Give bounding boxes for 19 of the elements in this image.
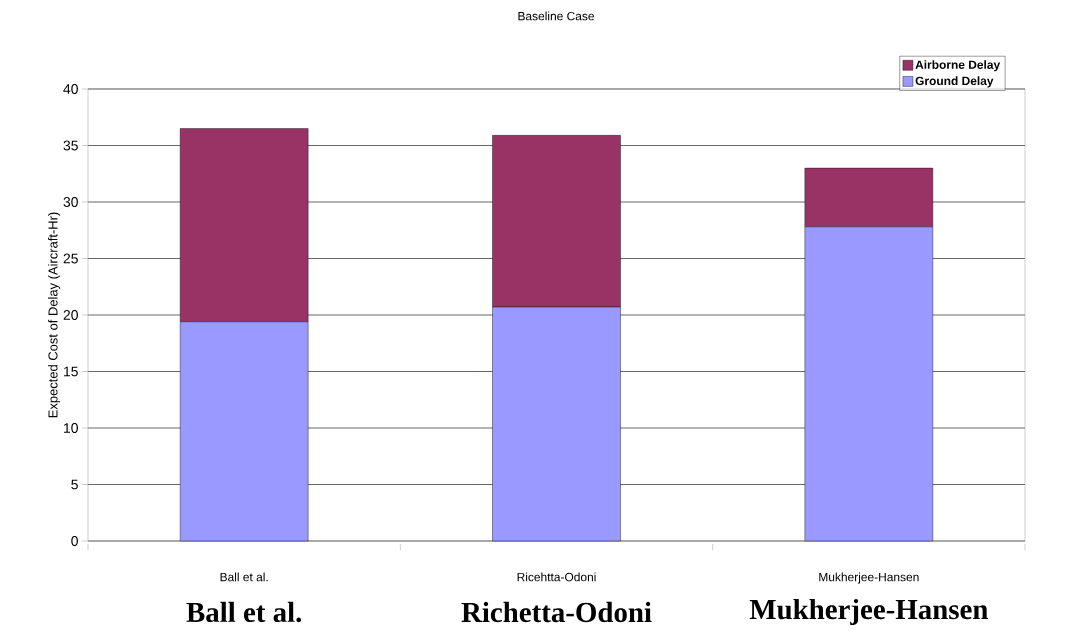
x-tick-label: Ricehtta-Odoni: [517, 572, 596, 582]
y-tick-label: 15: [64, 366, 78, 377]
y-tick-label: 0: [71, 536, 78, 546]
y-tick-label: 10: [64, 423, 78, 433]
y-tick-label: 20: [63, 310, 78, 320]
chart-title: Baseline Case: [518, 11, 594, 21]
y-tick-label: 30: [63, 197, 78, 207]
y-tick-label: 35: [63, 140, 78, 151]
text: Ball et al.: [186, 601, 302, 623]
y-tick-label: 5: [71, 479, 78, 490]
x-tick-label: Ball et al.: [220, 572, 268, 582]
y-tick-label: 25: [63, 253, 78, 264]
text: Richetta-Odoni: [461, 601, 652, 623]
y-axis-title: Expected Cost of Delay (Aircraft-Hr): [48, 212, 61, 418]
y-tick-label: 40: [63, 84, 78, 94]
legend-label: Ground Delay: [915, 76, 994, 88]
text: Mukherjee-Hansen: [749, 598, 988, 626]
x-tick-label: Mukherjee-Hansen: [819, 572, 919, 584]
legend-label: Airborne Delay: [915, 60, 1001, 72]
